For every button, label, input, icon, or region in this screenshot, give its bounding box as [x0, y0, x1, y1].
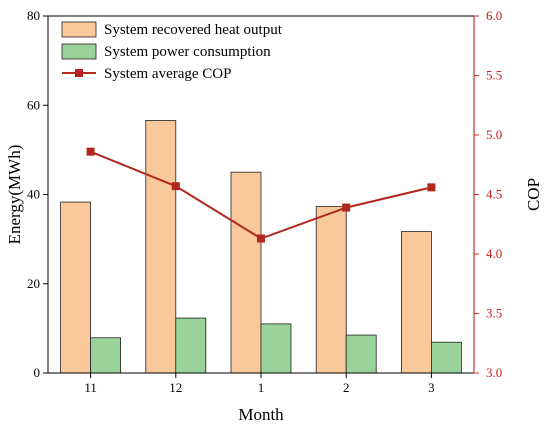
cop-point	[427, 183, 436, 192]
legend-swatch-heat-output	[61, 21, 97, 38]
y2-tick-label: 5.5	[486, 68, 502, 83]
y-tick-label: 40	[27, 187, 40, 202]
y2-axis-title: COP	[524, 178, 543, 211]
line-layer	[86, 147, 436, 243]
heat-output-bar	[60, 201, 91, 374]
heat-output-bar	[145, 120, 177, 374]
x-tick-label: 12	[169, 380, 182, 395]
legend-label-heat-output: System recovered heat output	[104, 22, 283, 38]
heat-output-bar	[315, 206, 347, 374]
heat-output-bar	[230, 171, 262, 374]
y-tick-label: 0	[34, 365, 41, 380]
cop-point	[171, 182, 180, 191]
y2-tick-label: 5.0	[486, 127, 502, 142]
bars-layer	[60, 120, 462, 374]
legend-label-power-consumption: System power consumption	[104, 44, 271, 60]
x-tick-label: 1	[258, 380, 265, 395]
y2-tick-label: 6.0	[486, 8, 502, 23]
y2-tick-label: 3.0	[486, 365, 502, 380]
cop-point	[257, 234, 265, 243]
y-axis-title: Energy(MWh)	[5, 145, 24, 245]
power-consumption-bar	[345, 334, 377, 374]
cop-point	[86, 147, 95, 156]
heat-output-bar	[400, 231, 432, 374]
legend-swatch-power-consumption	[61, 43, 97, 60]
y2-tick-label: 4.5	[486, 187, 502, 202]
y-tick-label: 20	[27, 276, 40, 291]
legend: System recovered heat output System power…	[61, 21, 283, 82]
x-tick-label: 11	[84, 380, 97, 395]
legend-label-cop: System average COP	[104, 66, 231, 82]
power-consumption-bar	[175, 317, 207, 374]
power-consumption-bar	[90, 337, 121, 374]
x-axis-title: Month	[238, 405, 284, 424]
x-tick-label: 2	[343, 380, 350, 395]
y2-tick-label: 3.5	[486, 306, 502, 321]
x-tick-label: 3	[428, 380, 435, 395]
y-tick-label: 80	[27, 8, 40, 23]
legend-marker-cop	[75, 69, 83, 77]
y-tick-label: 60	[27, 97, 40, 112]
power-consumption-bar	[260, 323, 292, 374]
y2-tick-label: 4.0	[486, 246, 502, 261]
cop-point	[342, 203, 351, 212]
power-consumption-bar	[430, 341, 462, 374]
